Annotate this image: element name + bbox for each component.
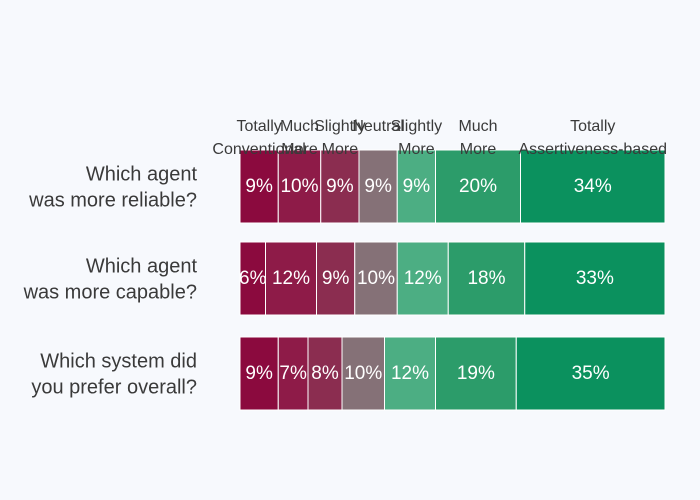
bar-segment bbox=[239, 241, 266, 316]
bar-segment bbox=[447, 241, 526, 316]
column-header-line: Slightly bbox=[314, 118, 366, 135]
bar-segment bbox=[277, 336, 309, 411]
column-header: Neutral bbox=[352, 118, 404, 135]
bar-value-label: 9% bbox=[322, 268, 350, 289]
column-header: Much More bbox=[280, 118, 319, 158]
category-label: Which system did you prefer overall? bbox=[31, 351, 197, 399]
bar-value-label: 7% bbox=[279, 363, 307, 384]
column-header-line: Much bbox=[280, 118, 319, 135]
column-header-line: Conventional bbox=[212, 141, 305, 158]
category-label-line: you prefer overall? bbox=[31, 377, 197, 399]
bar-value-label: 12% bbox=[404, 268, 442, 289]
category-label-line: was more reliable? bbox=[28, 190, 197, 212]
bar-segment bbox=[320, 149, 360, 224]
bar-value-label: 9% bbox=[245, 176, 273, 197]
column-header: Totally Assertiveness-based bbox=[518, 118, 667, 158]
bar-value-label: 9% bbox=[245, 363, 273, 384]
bar-segment bbox=[341, 336, 385, 411]
category-label: Which agent was more reliable? bbox=[28, 164, 197, 212]
bar-segment bbox=[435, 336, 517, 411]
bar-value-label: 34% bbox=[574, 176, 612, 197]
column-header-line: Neutral bbox=[352, 118, 404, 135]
bar-value-label: 10% bbox=[357, 268, 395, 289]
bar-value-label: 19% bbox=[457, 363, 495, 384]
bar-value-label: 6% bbox=[239, 268, 267, 289]
bar-segment bbox=[435, 149, 521, 224]
column-header: Slightly More bbox=[391, 118, 443, 158]
category-label-line: Which system did bbox=[40, 351, 197, 373]
column-header-line: Totally bbox=[570, 118, 615, 135]
bar-value-label: 35% bbox=[572, 363, 610, 384]
bar-value-label: 12% bbox=[272, 268, 310, 289]
bar-value-label: 9% bbox=[403, 176, 431, 197]
bar-segment bbox=[239, 149, 279, 224]
bar-segment bbox=[384, 336, 436, 411]
column-header-line: More bbox=[322, 141, 359, 158]
category-label: Which agent was more capable? bbox=[23, 256, 198, 304]
column-header: Much More bbox=[458, 118, 497, 158]
column-header-line: Totally bbox=[236, 118, 281, 135]
column-header: Slightly More bbox=[314, 118, 366, 158]
category-label-line: Which agent bbox=[86, 256, 198, 278]
bar-segment bbox=[277, 149, 322, 224]
column-header: Totally Conventional bbox=[212, 118, 305, 158]
bar-value-label: 9% bbox=[326, 176, 354, 197]
bar-value-label: 12% bbox=[391, 363, 429, 384]
category-label-line: Which agent bbox=[86, 164, 198, 186]
bar-value-label: 20% bbox=[459, 176, 497, 197]
bar-segment bbox=[524, 241, 666, 316]
column-header-line: More bbox=[398, 141, 435, 158]
bar-value-label: 9% bbox=[364, 176, 392, 197]
bar-value-label: 8% bbox=[311, 363, 339, 384]
column-header-line: More bbox=[460, 141, 497, 158]
bar-value-label: 10% bbox=[280, 176, 318, 197]
bar-row: 9% 10% 9% 9% 9% 20% 34% bbox=[239, 149, 666, 224]
bar-row: 6% 12% 9% 10% 12% 18% 33% bbox=[239, 241, 666, 316]
bar-segment bbox=[396, 149, 436, 224]
bar-value-label: 10% bbox=[344, 363, 382, 384]
bar-value-label: 33% bbox=[576, 268, 614, 289]
bar-segment bbox=[265, 241, 317, 316]
column-header-line: Much bbox=[458, 118, 497, 135]
bar-row: 9% 7% 8% 10% 12% 19% 35% bbox=[239, 336, 666, 411]
bar-segment bbox=[307, 336, 343, 411]
column-header-line: Slightly bbox=[391, 118, 443, 135]
bar-segment bbox=[396, 241, 449, 316]
bar-segment bbox=[520, 149, 666, 224]
bar-segment bbox=[316, 241, 356, 316]
column-header-line: Assertiveness-based bbox=[518, 141, 667, 158]
bar-segment bbox=[515, 336, 666, 411]
category-label-line: was more capable? bbox=[23, 282, 197, 304]
bar-value-label: 18% bbox=[467, 268, 505, 289]
column-header-line: More bbox=[281, 141, 318, 158]
